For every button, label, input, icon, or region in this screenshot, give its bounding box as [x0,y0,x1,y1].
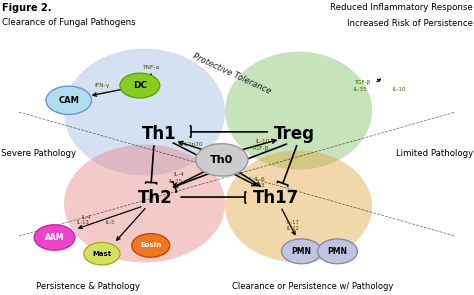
Ellipse shape [225,52,372,170]
Text: IL-4: IL-4 [82,215,91,220]
Text: Th1: Th1 [141,125,176,143]
Text: Eosin: Eosin [140,242,161,248]
Text: IL-25: IL-25 [168,179,183,184]
Text: IL-17: IL-17 [286,220,300,225]
Text: Increased Risk of Persistence: Increased Risk of Persistence [347,19,473,28]
Text: PMN: PMN [328,247,347,256]
Text: IL-4: IL-4 [173,172,184,177]
Circle shape [318,239,357,264]
Text: IL-10: IL-10 [255,139,269,143]
Text: TGF-β: TGF-β [251,146,269,150]
Text: DC: DC [133,81,147,90]
Text: IFN-γ: IFN-γ [94,83,109,88]
Text: IL-22: IL-22 [286,225,300,230]
Circle shape [196,144,248,176]
Text: IL-35: IL-35 [354,86,367,91]
Ellipse shape [64,49,225,176]
Circle shape [282,239,321,264]
Text: IL-6: IL-6 [254,177,264,181]
Circle shape [120,73,160,98]
Circle shape [84,242,120,265]
Circle shape [132,234,170,257]
Text: Clearance or Persistence w/ Pathology: Clearance or Persistence w/ Pathology [232,281,393,291]
Text: Th17: Th17 [253,189,299,207]
Text: TNF-α: TNF-α [142,65,159,70]
Text: AAM: AAM [45,233,64,242]
Text: PMN: PMN [292,247,311,256]
Text: Protective Tolerance: Protective Tolerance [191,52,272,96]
Text: IL-12p70: IL-12p70 [178,142,203,147]
Text: Limited Pathology: Limited Pathology [396,149,473,158]
Text: Treg: Treg [273,125,314,143]
Circle shape [46,86,91,114]
Text: CAM: CAM [58,96,79,105]
Text: Th2: Th2 [138,189,173,207]
Text: Reduced Inflammatory Response: Reduced Inflammatory Response [330,3,473,12]
Text: IL-10: IL-10 [392,86,406,91]
Text: Th0: Th0 [210,155,234,165]
Text: Mast: Mast [92,251,111,257]
Text: IL-13: IL-13 [77,220,89,225]
Text: Persistence & Pathology: Persistence & Pathology [36,281,140,291]
Ellipse shape [64,145,225,263]
Circle shape [34,225,75,250]
Text: Clearance of Fungal Pathogens: Clearance of Fungal Pathogens [2,18,136,27]
Text: Figure 2.: Figure 2. [2,3,52,13]
Text: Severe Pathology: Severe Pathology [1,149,76,158]
Text: TGF-β: TGF-β [355,80,371,85]
Text: IL-5: IL-5 [105,220,115,225]
Text: IL-23: IL-23 [250,183,265,188]
Ellipse shape [225,150,372,263]
